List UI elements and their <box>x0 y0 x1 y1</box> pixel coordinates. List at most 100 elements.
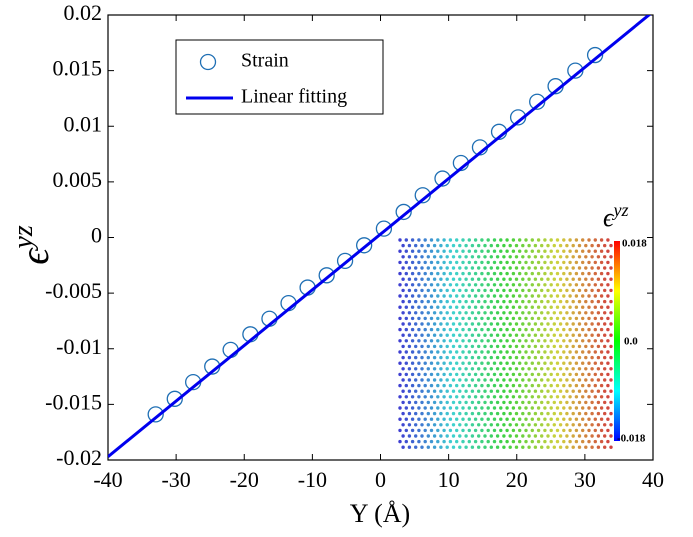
lattice-atom <box>461 439 465 444</box>
lattice-atom <box>439 411 443 416</box>
lattice-atom <box>455 327 459 332</box>
lattice-atom <box>492 294 497 298</box>
lattice-atom <box>577 277 582 281</box>
lattice-atom <box>492 249 497 253</box>
lattice-atom <box>407 400 412 405</box>
lattice-atom <box>492 271 497 276</box>
lattice-atom <box>546 333 550 337</box>
lattice-atom <box>599 372 604 377</box>
lattice-atom <box>473 395 478 399</box>
lattice-atom <box>486 327 490 332</box>
lattice-atom <box>603 445 607 449</box>
lattice-atom <box>524 271 528 276</box>
lattice-atom <box>429 439 434 444</box>
lattice-atom <box>562 238 566 242</box>
lattice-atom <box>442 406 446 410</box>
y-tick-label: 0.02 <box>64 0 103 25</box>
lattice-atom <box>489 434 493 438</box>
fit-line <box>108 15 652 458</box>
lattice-atom <box>565 288 569 293</box>
lattice-atom <box>536 372 541 377</box>
lattice-atom <box>404 327 408 332</box>
legend-label: Strain <box>241 50 289 72</box>
lattice-atom <box>445 445 449 449</box>
lattice-atom <box>593 283 597 287</box>
lattice-atom <box>518 283 522 287</box>
lattice-atom <box>524 249 528 253</box>
lattice-atom <box>521 434 525 438</box>
lattice-atom <box>473 305 478 309</box>
lattice-atom <box>524 327 528 332</box>
lattice-atom <box>521 355 525 360</box>
lattice-atom <box>451 333 456 337</box>
lattice-atom <box>423 372 427 377</box>
lattice-atom <box>540 288 544 293</box>
lattice-atom <box>467 260 471 265</box>
lattice-atom <box>536 238 541 242</box>
lattice-atom <box>401 378 405 382</box>
lattice-atom <box>558 400 563 405</box>
lattice-atom <box>590 288 594 293</box>
lattice-atom <box>483 445 487 449</box>
lattice-atom <box>489 255 493 259</box>
lattice-atom <box>492 350 497 354</box>
lattice-atom <box>508 367 512 371</box>
lattice-atom <box>495 423 500 427</box>
lattice-atom <box>505 260 509 265</box>
lattice-atom <box>562 260 566 265</box>
lattice-atom <box>546 411 550 416</box>
lattice-atom <box>455 238 459 242</box>
lattice-atom <box>533 355 538 360</box>
lattice-atom <box>587 238 591 242</box>
lattice-atom <box>571 277 575 281</box>
lattice-atom <box>524 316 528 321</box>
lattice-atom <box>574 439 579 444</box>
lattice-atom <box>398 350 402 354</box>
lattice-atom <box>417 294 421 298</box>
lattice-atom <box>470 378 475 382</box>
lattice-atom <box>426 344 430 349</box>
lattice-atom <box>603 389 607 393</box>
lattice-atom <box>502 311 506 315</box>
lattice-atom <box>555 305 560 309</box>
lattice-atom <box>401 333 405 337</box>
lattice-atom <box>464 243 468 248</box>
lattice-atom <box>451 277 456 281</box>
lattice-atom <box>442 238 446 242</box>
lattice-atom <box>577 311 582 315</box>
lattice-atom <box>473 238 478 242</box>
lattice-atom <box>398 372 402 377</box>
lattice-atom <box>495 378 500 382</box>
lattice-atom <box>574 350 579 354</box>
lattice-atom <box>558 389 563 393</box>
lattice-atom <box>461 238 465 242</box>
lattice-atom <box>477 389 481 393</box>
lattice-atom <box>492 428 497 433</box>
lattice-atom <box>577 423 582 427</box>
lattice-atom <box>584 355 588 360</box>
lattice-atom <box>584 322 588 326</box>
lattice-atom <box>590 311 594 315</box>
lattice-atom <box>451 367 456 371</box>
lattice-atom <box>555 283 560 287</box>
lattice-atom <box>555 350 560 354</box>
lattice-atom <box>486 305 490 309</box>
lattice-atom <box>451 445 456 449</box>
lattice-atom <box>398 260 402 265</box>
lattice-atom <box>568 350 572 354</box>
lattice-atom <box>581 439 585 444</box>
lattice-atom <box>577 333 582 337</box>
lattice-atom <box>442 361 446 365</box>
lattice-atom <box>414 411 418 416</box>
lattice-atom <box>451 255 456 259</box>
lattice-atom <box>439 266 443 270</box>
lattice-atom <box>461 305 465 309</box>
lattice-atom <box>473 350 478 354</box>
lattice-atom <box>593 406 597 410</box>
lattice-atom <box>429 305 434 309</box>
lattice-atom <box>584 243 588 248</box>
lattice-atom <box>448 372 453 377</box>
lattice-atom <box>404 294 408 298</box>
lattice-atom <box>606 283 610 287</box>
lattice-atom <box>502 389 506 393</box>
